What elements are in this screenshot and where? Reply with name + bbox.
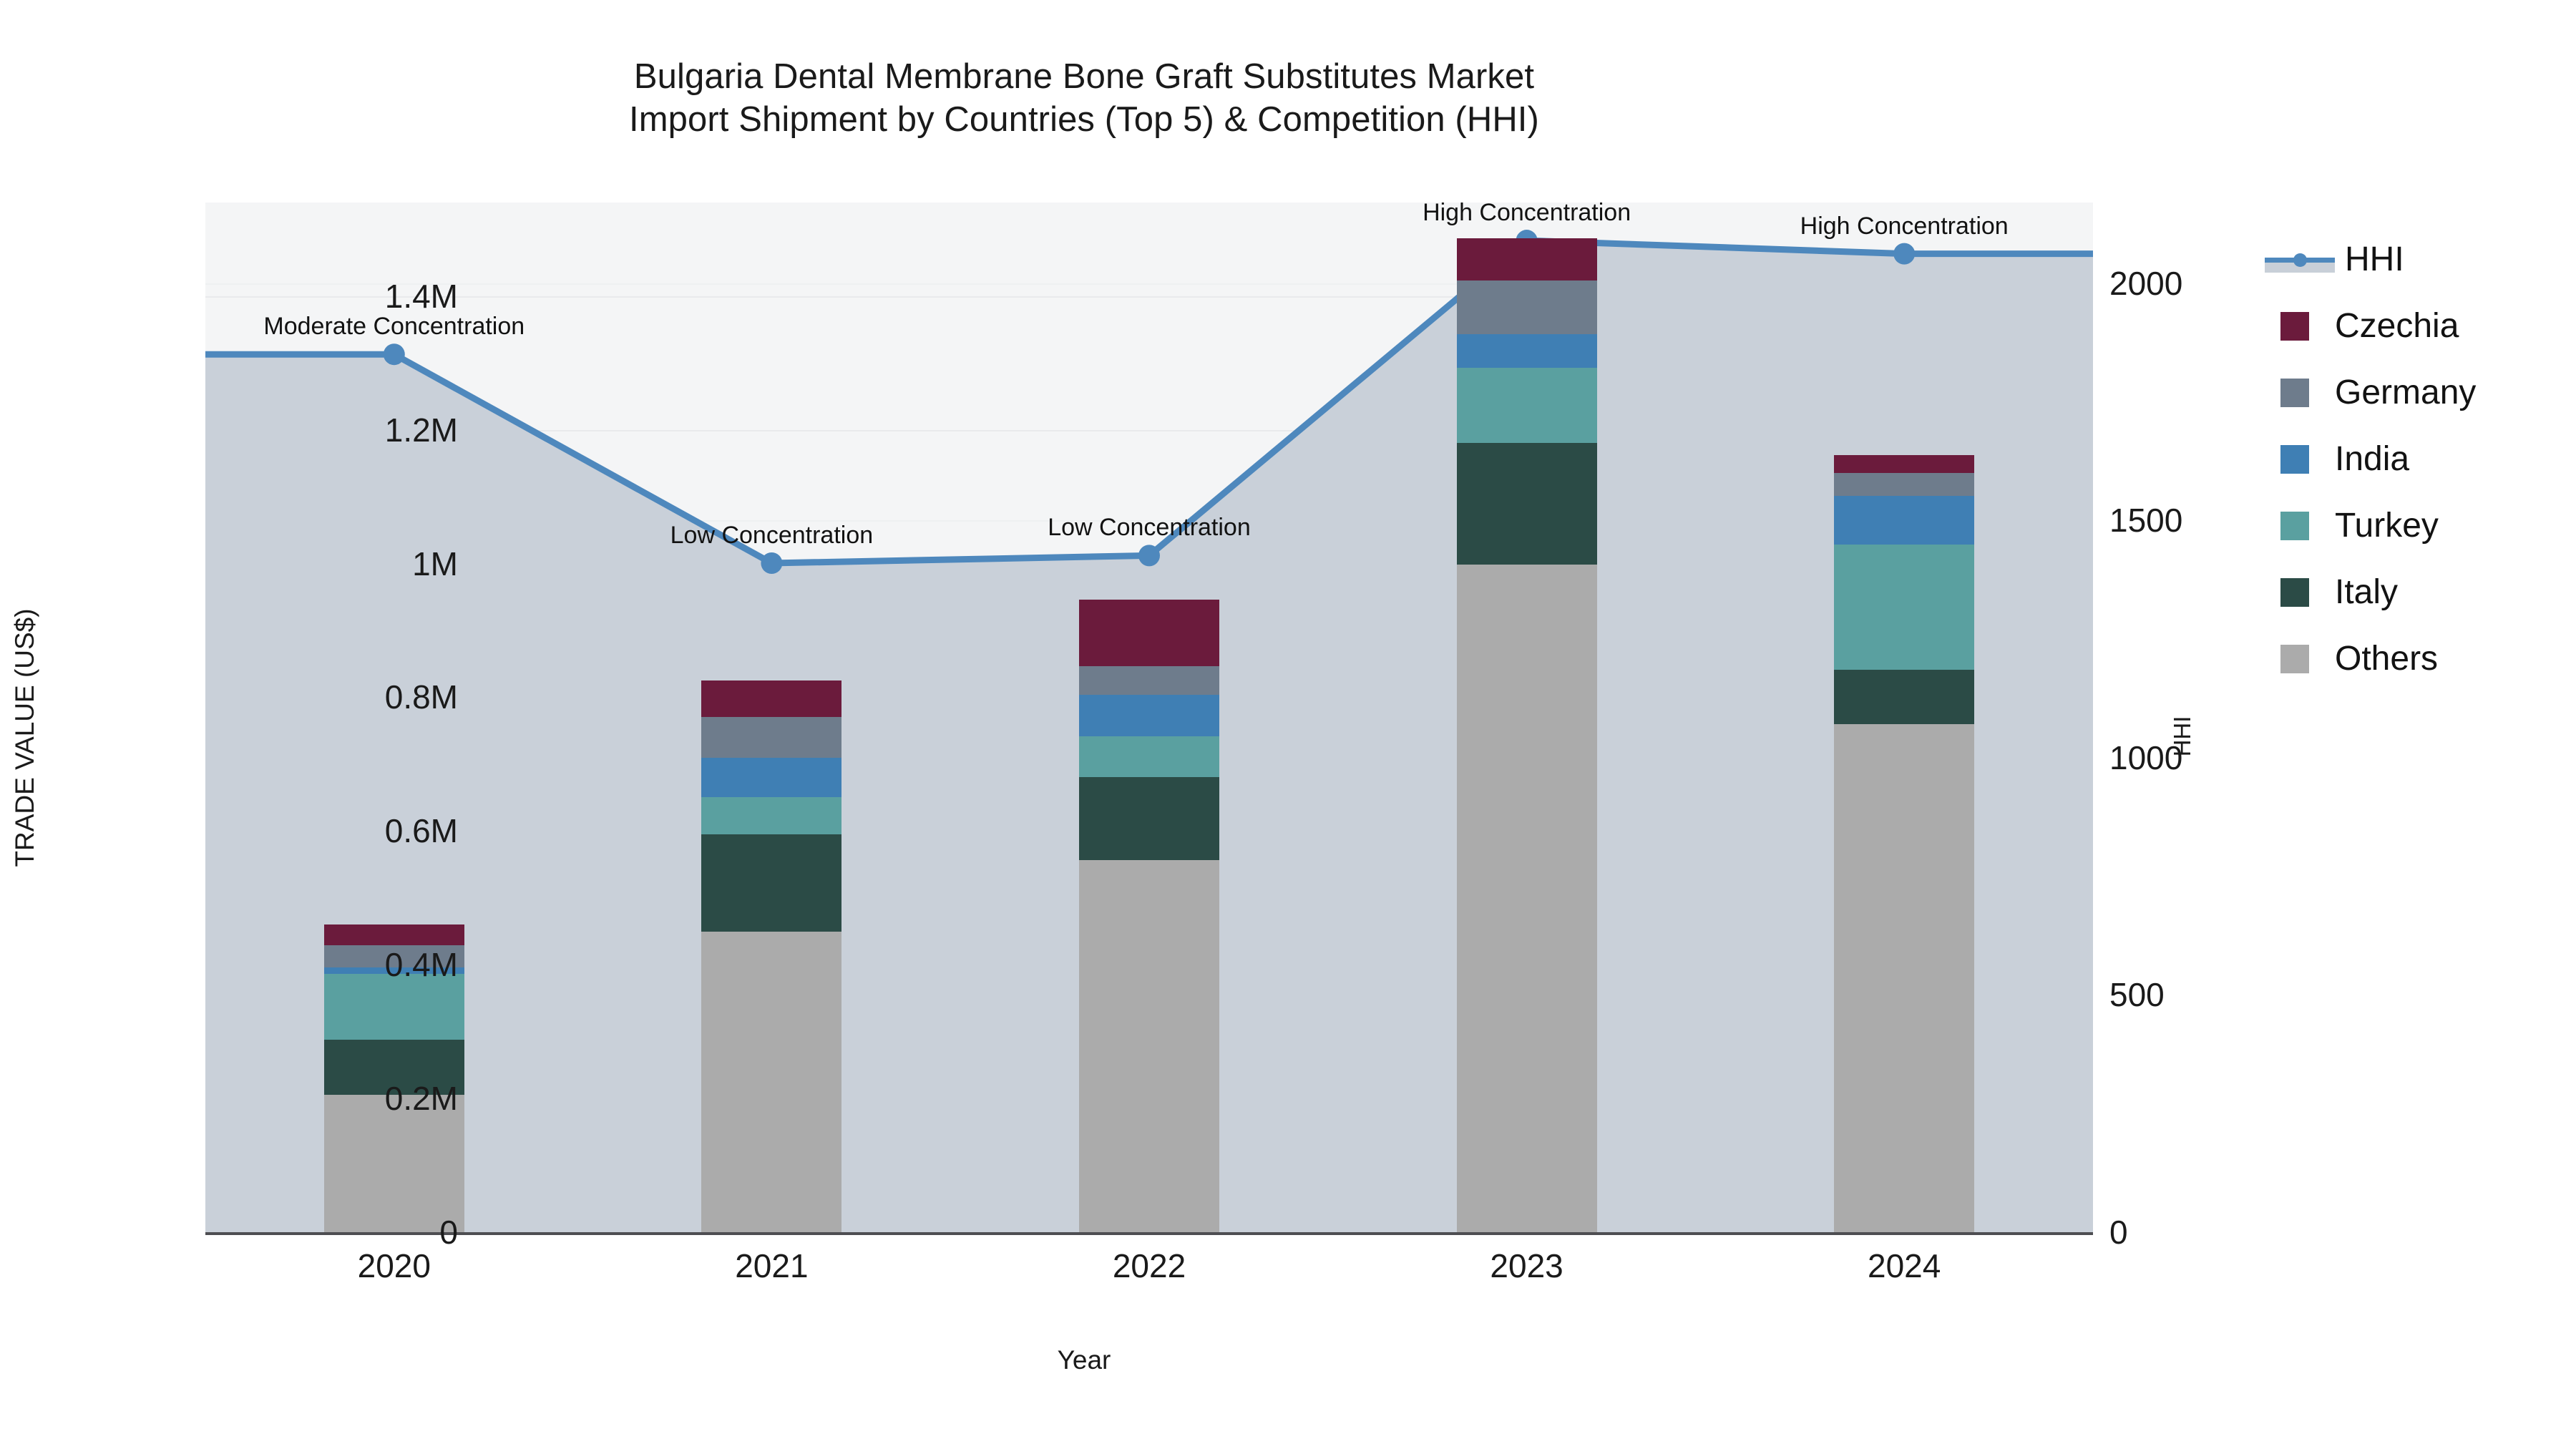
chart-title-line-1: Bulgaria Dental Membrane Bone Graft Subs… [633, 57, 1535, 96]
legend-item-czechia[interactable]: Czechia [2265, 303, 2476, 350]
legend-item-germany[interactable]: Germany [2265, 369, 2476, 416]
legend-area-band [2265, 261, 2335, 273]
y-axis-right-tick-label: 1500 [2109, 502, 2183, 540]
bar-segment[interactable] [1079, 694, 1219, 736]
legend-swatch-icon [2280, 312, 2309, 341]
legend-item-india[interactable]: India [2265, 436, 2476, 483]
concentration-annotation: High Concentration [1423, 199, 1631, 227]
gridline-secondary [205, 283, 2093, 285]
legend-swatch-icon [2280, 379, 2309, 407]
x-axis-tick-label: 2023 [1490, 1247, 1563, 1284]
x-axis-tick-label: 2021 [735, 1247, 809, 1284]
concentration-annotation: Low Concentration [1048, 514, 1251, 542]
bar-segment[interactable] [323, 1095, 464, 1232]
gridline [205, 296, 2093, 298]
legend-line-marker-icon [2265, 245, 2335, 274]
legend-swatch-icon [2280, 578, 2309, 607]
bar-segment[interactable] [701, 796, 842, 835]
bar-segment[interactable] [701, 680, 842, 717]
y-axis-right-tick-label: 2000 [2109, 264, 2183, 302]
legend-label: Turkey [2335, 507, 2439, 545]
y-axis-left-tick-label: 0.4M [384, 946, 458, 984]
legend-swatch-icon [2280, 512, 2309, 540]
bar-segment[interactable] [1834, 723, 1975, 1232]
x-axis-tick-label: 2022 [1112, 1247, 1186, 1284]
y-axis-right-tick-label: 1000 [2109, 738, 2183, 776]
bar-segment[interactable] [1079, 665, 1219, 695]
y-axis-left-tick-label: 0.2M [384, 1080, 458, 1118]
chart-legend: HHI Czechia Germany India Turkey Italy Others [2265, 236, 2476, 683]
y-axis-left-tick-label: 0.6M [384, 812, 458, 850]
y-axis-left-tick-label: 0.8M [384, 678, 458, 716]
bar-segment[interactable] [1456, 565, 1597, 1232]
legend-label: Czechia [2335, 307, 2459, 345]
bar-segment[interactable] [1834, 545, 1975, 670]
y-axis-right-tick-label: 0 [2109, 1214, 2128, 1251]
legend-label: Others [2335, 640, 2439, 678]
bar-segment[interactable] [1456, 443, 1597, 565]
bar-segment[interactable] [1079, 600, 1219, 666]
bar-group[interactable] [701, 680, 842, 1232]
legend-label: HHI [2345, 240, 2404, 278]
bar-segment[interactable] [323, 974, 464, 1040]
bar-segment[interactable] [1456, 367, 1597, 444]
legend-item-italy[interactable]: Italy [2265, 569, 2476, 616]
bar-segment[interactable] [701, 716, 842, 758]
legend-label: Germany [2335, 374, 2477, 411]
bar-segment[interactable] [701, 757, 842, 797]
concentration-annotation: High Concentration [1800, 212, 2009, 240]
bar-segment[interactable] [323, 967, 464, 975]
x-axis-line [205, 1232, 2093, 1235]
plot-area [205, 203, 2093, 1233]
y-axis-left-tick-label: 1.4M [384, 277, 458, 315]
x-axis-tick-label: 2024 [1868, 1247, 1941, 1284]
legend-item-hhi[interactable]: HHI [2265, 236, 2476, 283]
gridline-secondary [205, 520, 2093, 522]
bar-segment[interactable] [1456, 280, 1597, 335]
bar-group[interactable] [1079, 600, 1219, 1232]
chart-title: Bulgaria Dental Membrane Bone Graft Subs… [0, 56, 2168, 142]
legend-label: India [2335, 440, 2410, 478]
x-axis-tick-label: 2020 [357, 1247, 431, 1284]
y-axis-right-tick-label: 500 [2109, 976, 2165, 1014]
concentration-annotation: Low Concentration [670, 521, 874, 549]
bar-group[interactable] [1456, 238, 1597, 1232]
bar-segment[interactable] [1834, 670, 1975, 724]
x-axis-title: Year [1057, 1345, 1111, 1375]
chart-title-line-2: Import Shipment by Countries (Top 5) & C… [629, 99, 1539, 139]
bar-segment[interactable] [1079, 736, 1219, 777]
bar-segment[interactable] [323, 1039, 464, 1096]
y-axis-right-title: HHI [2169, 716, 2195, 757]
bar-segment[interactable] [1834, 455, 1975, 473]
bar-group[interactable] [1834, 455, 1975, 1232]
legend-line-dot [2293, 253, 2307, 267]
bar-segment[interactable] [323, 945, 464, 967]
legend-label: Italy [2335, 573, 2399, 611]
hhi-data-point[interactable] [761, 552, 783, 574]
hhi-data-point[interactable] [383, 343, 405, 366]
bar-segment[interactable] [1079, 860, 1219, 1232]
bar-segment[interactable] [1834, 496, 1975, 545]
concentration-annotation: Moderate Concentration [263, 313, 525, 341]
y-axis-left-title: TRADE VALUE (US$) [10, 608, 39, 867]
legend-swatch-icon [2280, 445, 2309, 474]
legend-item-others[interactable]: Others [2265, 635, 2476, 683]
bar-segment[interactable] [701, 931, 842, 1232]
bar-segment[interactable] [1079, 776, 1219, 861]
bar-segment[interactable] [1456, 238, 1597, 281]
hhi-data-point[interactable] [1138, 545, 1160, 567]
bar-group[interactable] [323, 924, 464, 1232]
legend-item-turkey[interactable]: Turkey [2265, 502, 2476, 550]
bar-segment[interactable] [1834, 472, 1975, 497]
y-axis-left-tick-label: 0 [439, 1214, 458, 1251]
y-axis-left-tick-label: 1.2M [384, 411, 458, 449]
hhi-data-point[interactable] [1893, 243, 1916, 265]
bar-segment[interactable] [323, 924, 464, 946]
legend-swatch-icon [2280, 645, 2309, 673]
y-axis-left-tick-label: 1M [412, 545, 458, 582]
gridline [205, 429, 2093, 431]
bar-segment[interactable] [701, 834, 842, 932]
bar-segment[interactable] [1456, 334, 1597, 368]
